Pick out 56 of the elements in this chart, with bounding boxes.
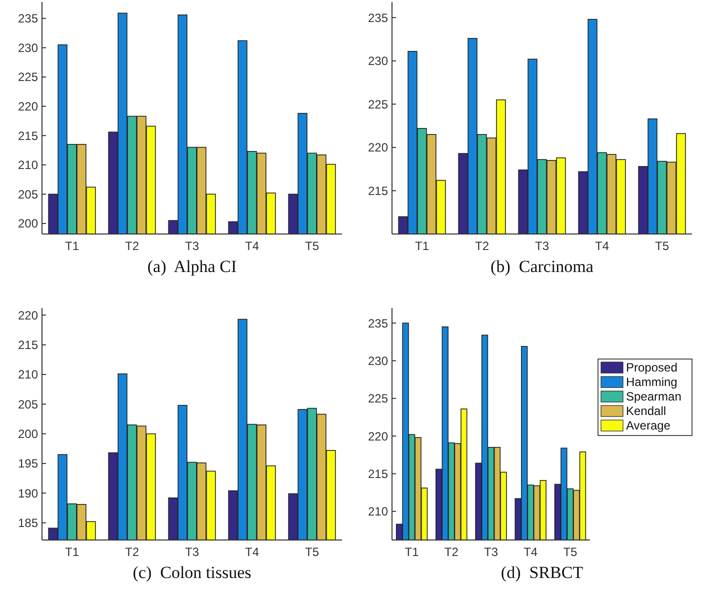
text: (d) SRBCT <box>500 563 584 582</box>
x-tick-label: T2 <box>124 239 140 253</box>
y-tick-label: 190 <box>18 486 38 500</box>
x-tick-label: T5 <box>654 239 670 253</box>
y-tick-label: 195 <box>18 456 38 471</box>
y-tick-label: 230 <box>368 354 388 368</box>
x-tick-label: T1 <box>64 239 80 253</box>
x-tick-label: T1 <box>64 545 80 559</box>
x-tick-label: T3 <box>534 239 550 253</box>
legend-label: Hamming <box>626 375 678 390</box>
x-tick-label: T5 <box>563 545 578 559</box>
x-tick-label: T5 <box>304 239 320 253</box>
x-tick-label: T4 <box>524 545 538 559</box>
y-tick-label: 220 <box>368 429 388 444</box>
y-tick-label: 210 <box>368 504 388 519</box>
x-tick-label: T1 <box>404 545 420 559</box>
x-tick-label: T3 <box>184 545 200 559</box>
y-tick-label: 220 <box>18 308 38 322</box>
y-tick-label: 200 <box>18 426 38 441</box>
text: (c) Colon tissues <box>132 563 252 582</box>
x-tick-label: T1 <box>414 239 430 253</box>
y-tick-label: 215 <box>368 466 388 481</box>
y-tick-label: 220 <box>18 99 38 114</box>
y-tick-label: 215 <box>368 184 388 198</box>
text: (b) Carcinoma <box>490 257 594 276</box>
x-tick-label: T4 <box>244 239 260 253</box>
legend-label: Average <box>626 418 671 433</box>
y-tick-label: 230 <box>18 40 38 55</box>
x-tick-label: T2 <box>124 545 140 559</box>
y-tick-label: 205 <box>18 397 38 412</box>
x-tick-label: T3 <box>184 239 200 253</box>
y-tick-label: 235 <box>368 316 388 330</box>
y-tick-label: 225 <box>368 97 388 112</box>
y-tick-label: 235 <box>18 12 38 26</box>
x-tick-label: T4 <box>244 545 260 559</box>
y-tick-label: 210 <box>18 368 38 382</box>
x-tick-label: T4 <box>594 239 610 253</box>
y-tick-label: 225 <box>368 392 388 406</box>
x-tick-label: T2 <box>474 239 490 253</box>
x-tick-label: T5 <box>304 545 320 559</box>
y-tick-label: 185 <box>18 516 38 530</box>
legend-label: Spearman <box>626 390 682 404</box>
y-tick-label: 205 <box>18 187 38 202</box>
y-tick-label: 225 <box>18 70 38 84</box>
x-tick-label: T2 <box>444 545 459 559</box>
text: (a) Alpha CI <box>147 257 237 276</box>
y-tick-label: 210 <box>18 158 38 172</box>
legend-label: Kendall <box>626 404 666 418</box>
y-tick-label: 230 <box>368 54 388 68</box>
y-tick-label: 215 <box>18 338 38 352</box>
y-tick-label: 220 <box>368 140 388 155</box>
y-tick-label: 200 <box>18 216 38 231</box>
y-tick-label: 215 <box>18 128 38 143</box>
x-tick-label: T3 <box>484 545 498 559</box>
legend-label: Proposed <box>626 360 678 375</box>
y-tick-label: 235 <box>368 10 388 25</box>
